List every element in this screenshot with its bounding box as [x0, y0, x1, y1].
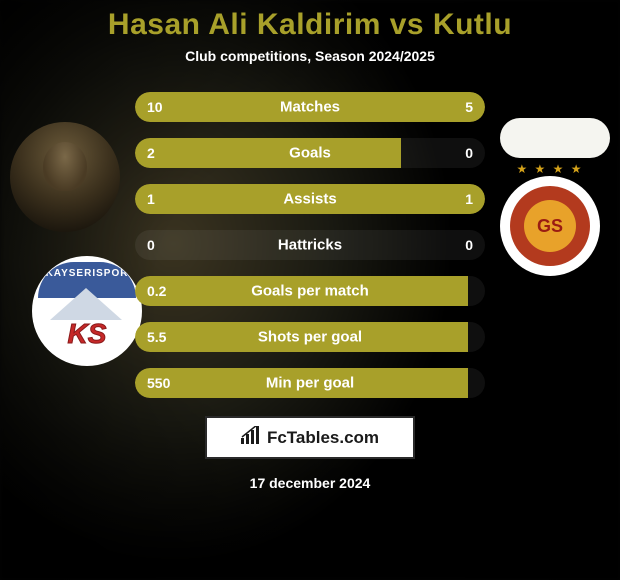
brand-chart-icon	[241, 426, 261, 449]
stat-bar: 11Assists	[135, 184, 485, 214]
brand-text: FcTables.com	[267, 428, 379, 448]
comparison-bars: 105Matches20Goals11Assists00Hattricks0.2…	[135, 92, 485, 398]
stat-value-right: 0	[465, 145, 473, 161]
date-label: 17 december 2024	[0, 475, 620, 491]
page-title: Hasan Ali Kaldirim vs Kutlu	[0, 8, 620, 42]
club-left-arc-text: KAYSERISPOR	[38, 268, 136, 279]
stat-bar-fill-left	[135, 276, 468, 306]
stat-value-right: 0	[465, 237, 473, 253]
stat-bar-fill-left	[135, 138, 401, 168]
stat-bar-fill-right	[310, 184, 485, 214]
player-left-avatar	[10, 122, 120, 232]
stat-bar: 550Min per goal	[135, 368, 485, 398]
stat-bar: 105Matches	[135, 92, 485, 122]
stat-bar: 0 0Hattricks	[135, 230, 485, 260]
stat-bar-fill-left	[135, 92, 370, 122]
club-right-ring: GS	[510, 186, 590, 266]
stat-bar-fill-left	[135, 322, 468, 352]
page-subtitle: Club competitions, Season 2024/2025	[0, 48, 620, 64]
stat-bar-fill-left	[135, 368, 468, 398]
club-right-stars: ★ ★ ★ ★	[500, 162, 600, 176]
club-left-mountain-icon	[50, 288, 122, 320]
brand-box: FcTables.com	[205, 416, 415, 459]
stat-label: Hattricks	[135, 237, 485, 254]
club-right-monogram: GS	[524, 200, 576, 252]
club-right-badge: ★ ★ ★ ★ GS	[500, 176, 600, 276]
club-left-badge: KAYSERISPOR KS	[32, 256, 142, 366]
content-container: Hasan Ali Kaldirim vs Kutlu Club competi…	[0, 0, 620, 580]
stat-bar-fill-right	[370, 92, 486, 122]
stat-value-left: 0	[147, 237, 155, 253]
stat-bar: 20Goals	[135, 138, 485, 168]
stat-bar: 5.5Shots per goal	[135, 322, 485, 352]
player-right-avatar-placeholder	[500, 118, 610, 158]
stat-bar-fill-left	[135, 184, 310, 214]
club-left-monogram: KS	[32, 318, 142, 350]
stat-bar: 0.2Goals per match	[135, 276, 485, 306]
